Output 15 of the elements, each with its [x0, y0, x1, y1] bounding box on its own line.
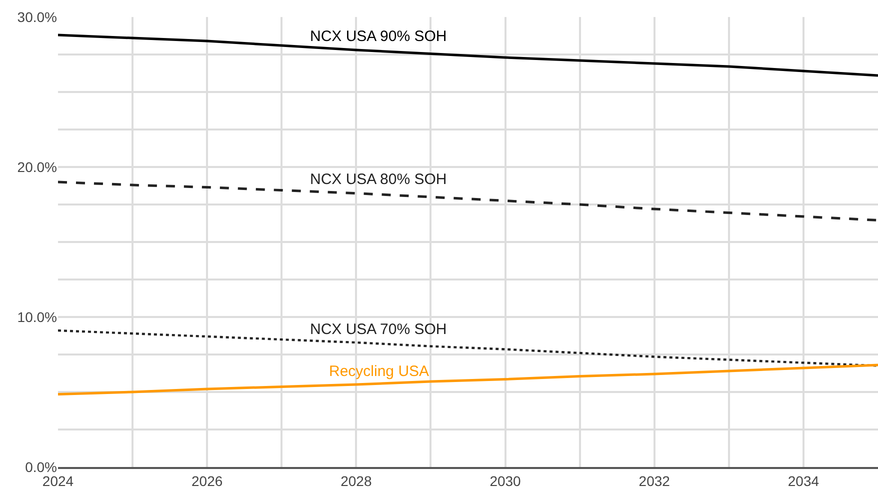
series-label: NCX USA 80% SOH: [310, 171, 447, 188]
x-tick-label: 2034: [788, 472, 820, 489]
series-label: NCX USA 70% SOH: [310, 321, 447, 338]
y-tick-label: 20.0%: [17, 158, 57, 175]
x-tick-label: 2032: [638, 472, 670, 489]
y-tick-label: 30.0%: [17, 8, 57, 25]
x-tick-label: 2030: [490, 472, 522, 489]
x-tick-label: 2026: [192, 472, 223, 489]
line-series: [58, 364, 878, 396]
y-tick-label: 10.0%: [17, 308, 57, 325]
series-label: NCX USA 90% SOH: [310, 28, 447, 45]
y-tick-label: 0.0%: [25, 458, 57, 475]
series-label: Recycling USA: [329, 363, 430, 380]
x-tick-label: 2028: [340, 472, 372, 489]
x-tick-label: 2024: [42, 472, 74, 489]
